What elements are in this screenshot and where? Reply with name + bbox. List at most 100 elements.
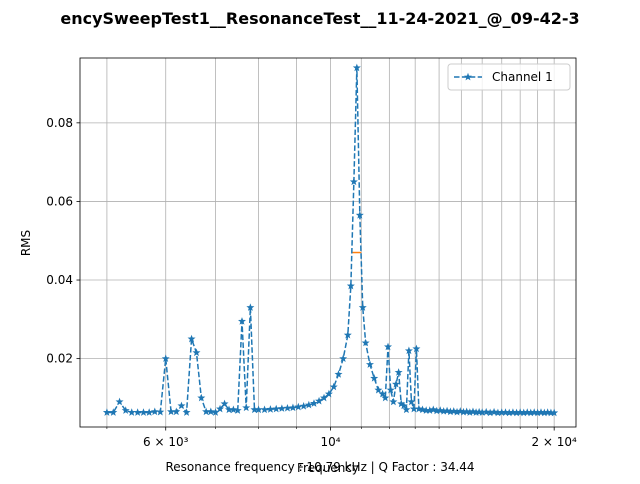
data-point — [493, 408, 502, 417]
y-tick-label: 0.02 — [46, 352, 73, 366]
data-point — [225, 405, 233, 414]
data-point — [283, 403, 292, 412]
data-point — [478, 408, 487, 416]
data-point — [546, 408, 555, 417]
data-point — [206, 407, 215, 416]
legend-star-icon — [464, 72, 472, 81]
data-point — [404, 346, 413, 355]
data-point — [127, 408, 136, 416]
data-point — [365, 360, 374, 368]
data-point — [109, 408, 118, 416]
data-point — [320, 393, 329, 402]
data-point — [370, 374, 379, 382]
plot-frame — [79, 57, 577, 428]
data-point — [339, 354, 348, 363]
data-point — [505, 408, 514, 417]
data-point — [486, 408, 495, 417]
x-tick-label: 10⁴ — [320, 435, 340, 449]
data-point — [238, 317, 246, 325]
data-point — [334, 370, 343, 378]
data-point — [161, 354, 170, 363]
data-point — [288, 403, 297, 412]
data-point — [115, 397, 124, 406]
data-point — [540, 408, 549, 417]
data-point — [422, 406, 431, 414]
chart-title: encySweepTest1__ResonanceTest__11-24-202… — [60, 9, 579, 28]
data-point — [358, 303, 367, 311]
data-point — [386, 385, 395, 394]
data-point — [384, 342, 393, 351]
legend-label: Channel 1 — [492, 70, 553, 84]
data-point — [309, 399, 318, 407]
data-point — [409, 404, 418, 413]
data-point — [254, 405, 263, 414]
data-point — [299, 401, 308, 410]
data-point — [516, 408, 525, 416]
data-point — [197, 393, 206, 402]
data-point — [412, 344, 421, 353]
data-point — [304, 400, 313, 409]
data-point — [472, 408, 481, 416]
data-point — [512, 408, 521, 417]
data-point — [482, 407, 491, 416]
data-point — [508, 408, 517, 416]
caption-text: Resonance frequency : 10.79 kHz | Q Fact… — [165, 460, 474, 474]
data-point — [272, 404, 281, 413]
data-point — [361, 338, 370, 347]
data-point — [501, 408, 510, 416]
data-point — [394, 368, 403, 376]
data-point — [192, 348, 201, 357]
data-point — [220, 399, 229, 408]
data-point — [407, 397, 416, 406]
x-axis-label: Frequency — [297, 461, 359, 475]
data-point — [139, 408, 148, 416]
data-point — [216, 404, 225, 413]
data-point — [432, 406, 441, 415]
data-point — [497, 408, 506, 416]
x-tick-label: 6 × 10³ — [143, 435, 189, 449]
data-point — [349, 177, 358, 186]
data-point — [519, 408, 528, 417]
data-point — [459, 407, 468, 416]
data-point — [329, 382, 338, 391]
data-point — [550, 408, 559, 417]
data-point — [392, 379, 401, 388]
data-point — [177, 401, 186, 410]
data-point — [167, 407, 176, 416]
data-point — [315, 396, 324, 405]
data-point — [530, 408, 539, 416]
data-point — [229, 405, 238, 414]
data-point — [346, 281, 355, 290]
data-point — [246, 303, 255, 311]
data-point — [343, 330, 352, 339]
data-point — [439, 407, 448, 415]
series-layer — [102, 63, 559, 417]
data-point — [202, 407, 211, 416]
data-point — [145, 408, 154, 416]
data-point — [172, 407, 181, 416]
data-point — [446, 407, 455, 416]
data-point — [260, 405, 269, 414]
data-point — [453, 407, 462, 416]
data-point — [233, 406, 242, 414]
data-point — [526, 408, 535, 417]
data-point — [523, 408, 532, 416]
grid — [80, 58, 576, 427]
x-tick-label: 2 × 10⁴ — [531, 435, 577, 449]
data-point — [429, 405, 438, 414]
y-tick-label: 0.06 — [46, 194, 73, 208]
data-point — [211, 408, 220, 416]
data-point — [156, 407, 165, 416]
data-point — [182, 408, 191, 416]
data-point — [465, 408, 474, 416]
data-point — [533, 408, 542, 417]
y-tick-label: 0.04 — [46, 273, 73, 287]
data-point — [150, 407, 159, 416]
legend: Channel 1 — [447, 63, 571, 91]
data-point — [374, 385, 383, 394]
data-point — [133, 408, 142, 416]
data-point — [355, 210, 364, 219]
data-point — [399, 401, 408, 410]
